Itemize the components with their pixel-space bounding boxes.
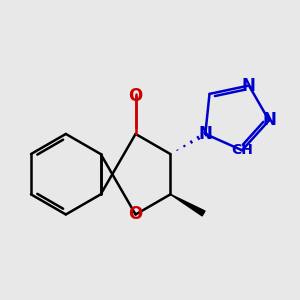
- Text: O: O: [128, 206, 143, 224]
- Text: N: N: [198, 125, 212, 143]
- Text: N: N: [242, 76, 256, 94]
- Text: O: O: [128, 87, 143, 105]
- Text: CH: CH: [231, 143, 253, 157]
- Polygon shape: [170, 194, 205, 216]
- Text: N: N: [262, 111, 276, 129]
